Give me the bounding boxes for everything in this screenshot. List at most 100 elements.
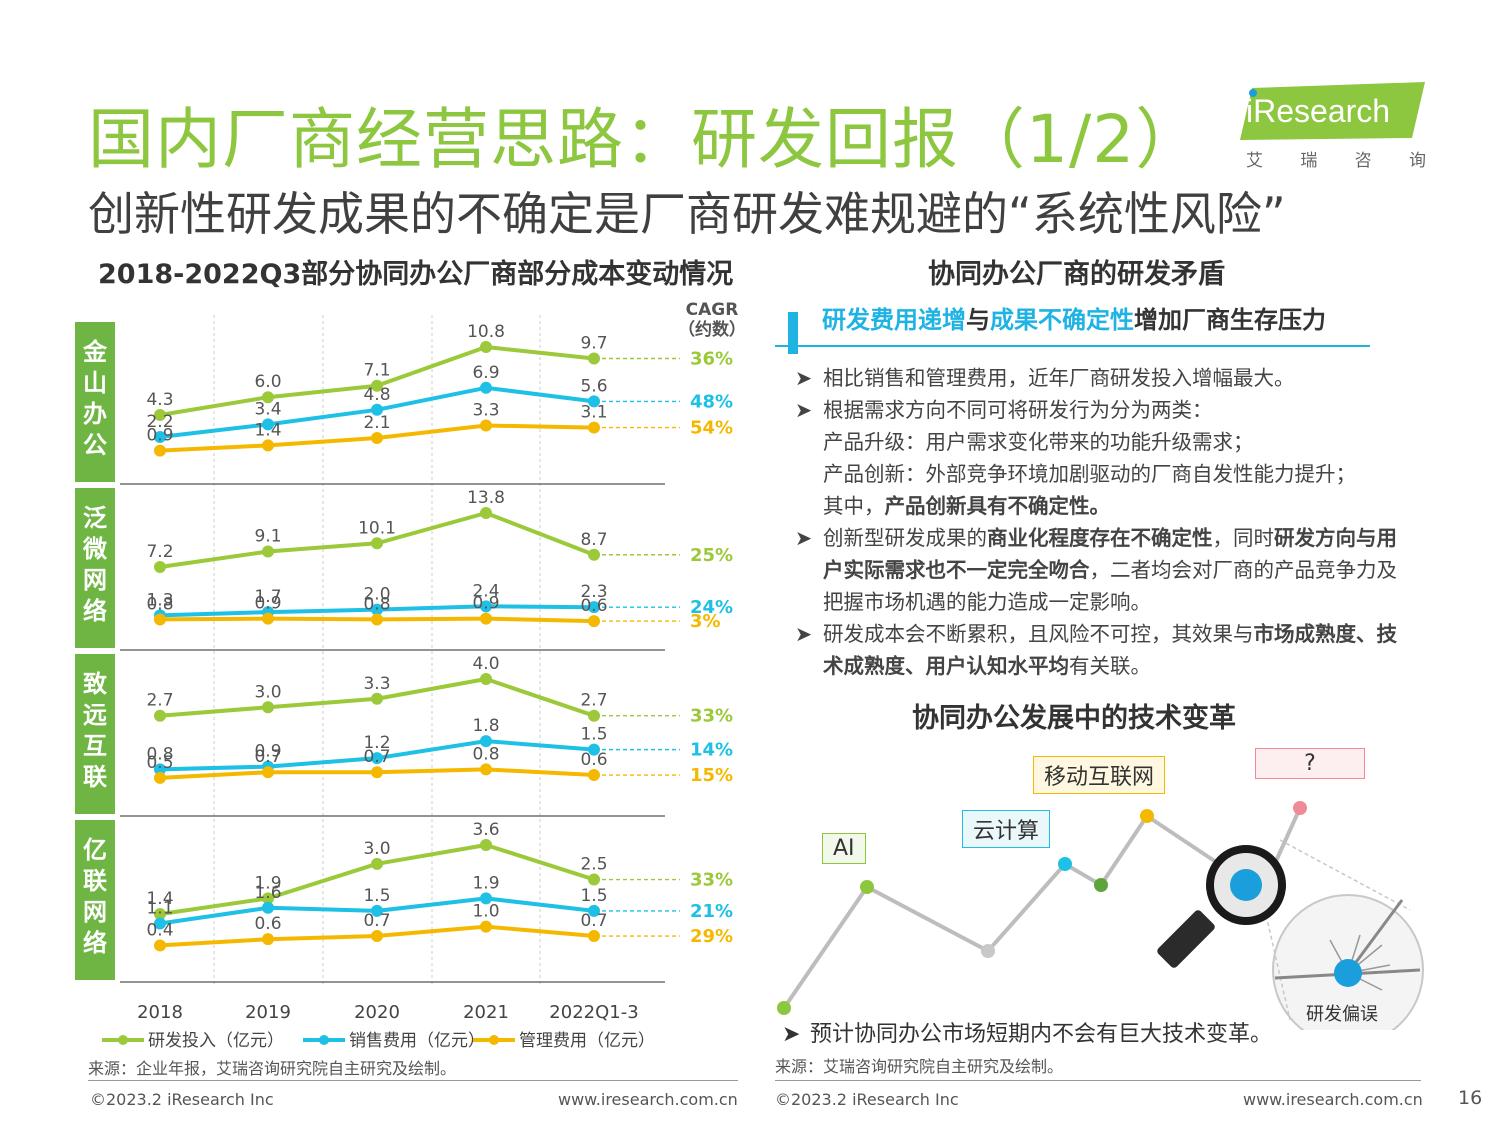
data-point <box>262 418 274 431</box>
data-label: 4.8 <box>363 385 390 405</box>
data-label: 13.8 <box>467 488 505 508</box>
data-point <box>588 743 600 756</box>
path-start-node <box>777 1001 791 1015</box>
mobile-node <box>1140 809 1154 823</box>
header-underline <box>775 345 1370 347</box>
company-label-char: 联 <box>83 867 107 895</box>
company-label-char: 络 <box>83 597 107 625</box>
company-label-char: 网 <box>83 898 107 926</box>
lens-deviation-line <box>1346 899 1404 974</box>
data-label: 1.9 <box>254 873 281 893</box>
data-label: 2.7 <box>146 691 173 711</box>
legend-label: 销售费用（亿元） <box>349 1031 485 1051</box>
data-point <box>371 403 383 416</box>
data-point <box>480 612 492 625</box>
data-label: 1.4 <box>254 420 281 440</box>
data-label: 0.7 <box>580 911 607 931</box>
data-point <box>480 419 492 432</box>
company-label-box <box>75 820 115 980</box>
right-source: 来源：艾瑞咨询研究院自主研究及绘制。 <box>775 1057 1064 1076</box>
logo-subtitle: 艾 瑞 咨 询 <box>1246 146 1426 171</box>
data-point <box>262 439 274 452</box>
bullet-4: ➤ 研发成本会不断累积，且风险不可控，其效果与市场成熟度、技术成熟度、用户认知水平… <box>795 622 1397 678</box>
data-point <box>154 613 166 626</box>
data-label: 7.2 <box>146 542 173 562</box>
data-point <box>588 709 600 722</box>
data-point <box>371 904 383 917</box>
data-label: 3.0 <box>363 839 390 859</box>
company-label-char: 致 <box>83 670 108 698</box>
bullet-2-line-1: 产品升级：用户需求变化带来的功能升级需求； <box>823 430 1254 454</box>
data-label: 7.1 <box>363 361 390 381</box>
data-label: 4.0 <box>472 654 499 674</box>
bullet-2-line-2: 产品创新：外部竞争环境加剧驱动的厂商自发性能力提升； <box>823 462 1356 486</box>
data-label: 0.6 <box>580 750 607 770</box>
data-label: 0.7 <box>363 747 390 767</box>
page-subtitle: 创新性研发成果的不确定是厂商研发难规避的“系统性风险” <box>88 187 1286 241</box>
data-label: 0.6 <box>254 914 281 934</box>
data-label: 6.0 <box>254 372 281 392</box>
data-point <box>262 933 274 946</box>
cagr-value: 48% <box>690 391 733 412</box>
data-label: 2.2 <box>146 412 173 432</box>
cagr-value: 3% <box>690 611 721 632</box>
data-label: 1.5 <box>363 886 390 906</box>
legend-label: 管理费用（亿元） <box>519 1031 655 1051</box>
ai-tag: AI <box>822 833 866 864</box>
legend-marker <box>489 1035 499 1045</box>
data-point <box>371 603 383 616</box>
data-label: 2.1 <box>363 413 390 433</box>
header-text-2: 与 <box>966 306 990 334</box>
tech-title: 协同办公发展中的技术变革 <box>912 703 1236 734</box>
data-point <box>588 601 600 614</box>
page-number: 16 <box>1458 1087 1483 1109</box>
bullet-1: ➤ 相比销售和管理费用，近年厂商研发投入增幅最大。 <box>795 366 1295 390</box>
bullet-3: ➤ 创新型研发成果的商业化程度存在不确定性，同时研发方向与用户实际需求也不一定完全… <box>795 526 1397 614</box>
company-label-box <box>75 322 115 482</box>
data-label: 0.8 <box>146 744 173 764</box>
logo-sub-char: 询 <box>1408 151 1426 171</box>
data-point <box>154 430 166 443</box>
data-point <box>371 379 383 392</box>
cloud-tag: 云计算 <box>962 810 1051 848</box>
cloud-node <box>1058 857 1072 871</box>
data-label: 1.1 <box>146 898 173 918</box>
data-label: 0.5 <box>146 753 173 773</box>
data-point <box>262 612 274 625</box>
data-label: 0.4 <box>146 920 173 940</box>
data-label: 6.9 <box>472 363 499 383</box>
data-point <box>154 939 166 952</box>
data-label: 2.7 <box>580 691 607 711</box>
data-point <box>154 444 166 457</box>
x-tick-label: 2019 <box>245 1002 291 1023</box>
page-title: 国内厂商经营思路：研发回报（1/2） <box>88 101 1203 178</box>
data-label: 1.0 <box>472 902 499 922</box>
cagr-label: CAGR <box>685 300 739 320</box>
data-point <box>480 735 492 748</box>
cagr-value: 54% <box>690 418 733 439</box>
right-footer-url: www.iresearch.com.cn <box>1243 1090 1423 1109</box>
data-point <box>262 391 274 404</box>
cagr-value: 25% <box>690 545 733 566</box>
data-label: 1.2 <box>363 733 390 753</box>
cagr-value: 24% <box>690 597 733 618</box>
data-point <box>480 341 492 353</box>
data-point <box>262 901 274 914</box>
data-label: 0.9 <box>472 594 499 614</box>
left-footer-url: www.iresearch.com.cn <box>558 1090 738 1109</box>
right-divider <box>775 1080 1421 1081</box>
left-footer-copyright: ©2023.2 iResearch Inc <box>90 1090 274 1109</box>
data-point <box>480 839 492 851</box>
data-label: 0.7 <box>254 747 281 767</box>
data-point <box>371 766 383 779</box>
data-label: 1.6 <box>254 883 281 903</box>
cagr-value: 29% <box>690 926 733 947</box>
data-label: 2.3 <box>580 582 607 602</box>
data-label: 10.8 <box>467 322 505 342</box>
data-point <box>154 763 166 776</box>
dip-node <box>981 944 995 958</box>
data-label: 2.4 <box>472 581 499 601</box>
left-source: 来源：企业年报，艾瑞咨询研究院自主研究及绘制。 <box>88 1059 457 1078</box>
